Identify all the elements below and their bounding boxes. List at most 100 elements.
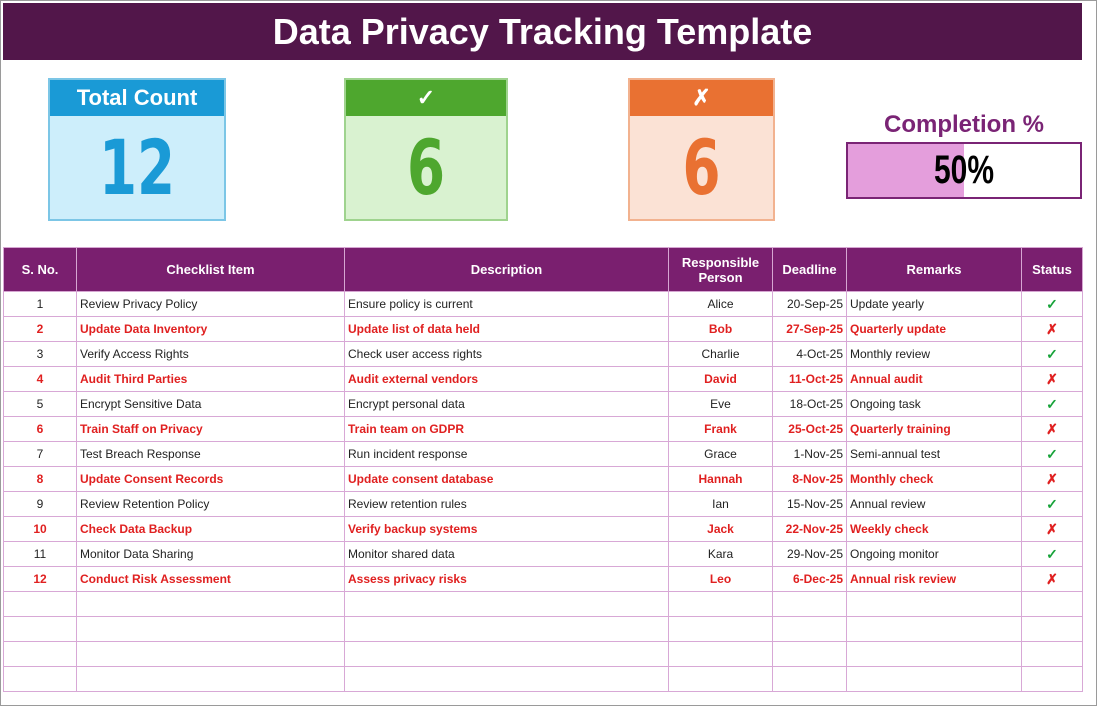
cell-deadline[interactable]: 11-Oct-25 <box>772 366 847 392</box>
status-check-icon[interactable]: ✓ <box>1021 541 1083 567</box>
cell-deadline[interactable]: 27-Sep-25 <box>772 316 847 342</box>
cell-sno[interactable]: 10 <box>3 516 77 542</box>
cell-deadline[interactable]: 4-Oct-25 <box>772 341 847 367</box>
cell-description[interactable]: Monitor shared data <box>344 541 669 567</box>
cell-checklist-item[interactable]: Audit Third Parties <box>76 366 345 392</box>
cell-sno[interactable] <box>3 641 77 667</box>
status-cross-icon[interactable]: ✗ <box>1021 416 1083 442</box>
cell-checklist-item[interactable]: Review Retention Policy <box>76 491 345 517</box>
cell-sno[interactable]: 1 <box>3 291 77 317</box>
cell-deadline[interactable]: 1-Nov-25 <box>772 441 847 467</box>
cell-responsible-person[interactable]: Leo <box>668 566 773 592</box>
cell-sno[interactable]: 6 <box>3 416 77 442</box>
cell-sno[interactable] <box>3 591 77 617</box>
cell-remarks[interactable]: Annual audit <box>846 366 1022 392</box>
cell-status[interactable] <box>1021 666 1083 692</box>
cell-checklist-item[interactable]: Update Consent Records <box>76 466 345 492</box>
cell-checklist-item[interactable]: Monitor Data Sharing <box>76 541 345 567</box>
cell-sno[interactable]: 7 <box>3 441 77 467</box>
cell-checklist-item[interactable] <box>76 591 345 617</box>
cell-responsible-person[interactable]: Bob <box>668 316 773 342</box>
status-check-icon[interactable]: ✓ <box>1021 491 1083 517</box>
cell-description[interactable]: Run incident response <box>344 441 669 467</box>
cell-checklist-item[interactable]: Train Staff on Privacy <box>76 416 345 442</box>
status-cross-icon[interactable]: ✗ <box>1021 516 1083 542</box>
cell-description[interactable]: Verify backup systems <box>344 516 669 542</box>
cell-checklist-item[interactable] <box>76 666 345 692</box>
cell-remarks[interactable] <box>846 641 1022 667</box>
cell-description[interactable]: Check user access rights <box>344 341 669 367</box>
cell-remarks[interactable]: Ongoing monitor <box>846 541 1022 567</box>
status-cross-icon[interactable]: ✗ <box>1021 316 1083 342</box>
cell-responsible-person[interactable]: David <box>668 366 773 392</box>
cell-responsible-person[interactable]: Alice <box>668 291 773 317</box>
cell-checklist-item[interactable]: Review Privacy Policy <box>76 291 345 317</box>
cell-responsible-person[interactable]: Hannah <box>668 466 773 492</box>
cell-sno[interactable]: 8 <box>3 466 77 492</box>
status-check-icon[interactable]: ✓ <box>1021 291 1083 317</box>
cell-responsible-person[interactable] <box>668 616 773 642</box>
cell-sno[interactable]: 5 <box>3 391 77 417</box>
cell-description[interactable]: Update list of data held <box>344 316 669 342</box>
cell-description[interactable]: Assess privacy risks <box>344 566 669 592</box>
cell-deadline[interactable]: 22-Nov-25 <box>772 516 847 542</box>
cell-remarks[interactable]: Update yearly <box>846 291 1022 317</box>
cell-checklist-item[interactable]: Encrypt Sensitive Data <box>76 391 345 417</box>
cell-description[interactable]: Encrypt personal data <box>344 391 669 417</box>
cell-deadline[interactable] <box>772 591 847 617</box>
cell-remarks[interactable] <box>846 616 1022 642</box>
cell-remarks[interactable]: Monthly review <box>846 341 1022 367</box>
cell-deadline[interactable]: 25-Oct-25 <box>772 416 847 442</box>
cell-remarks[interactable]: Monthly check <box>846 466 1022 492</box>
cell-checklist-item[interactable] <box>76 641 345 667</box>
cell-status[interactable] <box>1021 591 1083 617</box>
cell-remarks[interactable]: Annual review <box>846 491 1022 517</box>
cell-deadline[interactable] <box>772 641 847 667</box>
cell-responsible-person[interactable]: Grace <box>668 441 773 467</box>
cell-checklist-item[interactable]: Check Data Backup <box>76 516 345 542</box>
cell-checklist-item[interactable] <box>76 616 345 642</box>
cell-sno[interactable]: 11 <box>3 541 77 567</box>
cell-responsible-person[interactable] <box>668 666 773 692</box>
cell-description[interactable] <box>344 641 669 667</box>
status-cross-icon[interactable]: ✗ <box>1021 466 1083 492</box>
cell-sno[interactable]: 9 <box>3 491 77 517</box>
cell-sno[interactable]: 4 <box>3 366 77 392</box>
cell-description[interactable] <box>344 591 669 617</box>
cell-responsible-person[interactable]: Frank <box>668 416 773 442</box>
cell-responsible-person[interactable] <box>668 641 773 667</box>
cell-deadline[interactable]: 8-Nov-25 <box>772 466 847 492</box>
status-check-icon[interactable]: ✓ <box>1021 391 1083 417</box>
cell-description[interactable]: Train team on GDPR <box>344 416 669 442</box>
cell-deadline[interactable]: 15-Nov-25 <box>772 491 847 517</box>
cell-sno[interactable]: 2 <box>3 316 77 342</box>
cell-remarks[interactable]: Quarterly update <box>846 316 1022 342</box>
cell-deadline[interactable] <box>772 666 847 692</box>
cell-remarks[interactable]: Ongoing task <box>846 391 1022 417</box>
status-cross-icon[interactable]: ✗ <box>1021 366 1083 392</box>
cell-deadline[interactable]: 6-Dec-25 <box>772 566 847 592</box>
cell-status[interactable] <box>1021 616 1083 642</box>
cell-checklist-item[interactable]: Conduct Risk Assessment <box>76 566 345 592</box>
cell-responsible-person[interactable]: Charlie <box>668 341 773 367</box>
cell-description[interactable]: Ensure policy is current <box>344 291 669 317</box>
cell-checklist-item[interactable]: Update Data Inventory <box>76 316 345 342</box>
cell-deadline[interactable]: 18-Oct-25 <box>772 391 847 417</box>
cell-responsible-person[interactable]: Kara <box>668 541 773 567</box>
cell-description[interactable]: Review retention rules <box>344 491 669 517</box>
cell-remarks[interactable]: Semi-annual test <box>846 441 1022 467</box>
cell-description[interactable]: Update consent database <box>344 466 669 492</box>
cell-sno[interactable] <box>3 666 77 692</box>
cell-remarks[interactable]: Quarterly training <box>846 416 1022 442</box>
cell-checklist-item[interactable]: Verify Access Rights <box>76 341 345 367</box>
cell-remarks[interactable] <box>846 666 1022 692</box>
cell-deadline[interactable]: 29-Nov-25 <box>772 541 847 567</box>
cell-status[interactable] <box>1021 641 1083 667</box>
cell-responsible-person[interactable]: Jack <box>668 516 773 542</box>
cell-remarks[interactable]: Annual risk review <box>846 566 1022 592</box>
cell-deadline[interactable]: 20-Sep-25 <box>772 291 847 317</box>
cell-checklist-item[interactable]: Test Breach Response <box>76 441 345 467</box>
cell-remarks[interactable] <box>846 591 1022 617</box>
cell-sno[interactable]: 3 <box>3 341 77 367</box>
cell-sno[interactable]: 12 <box>3 566 77 592</box>
